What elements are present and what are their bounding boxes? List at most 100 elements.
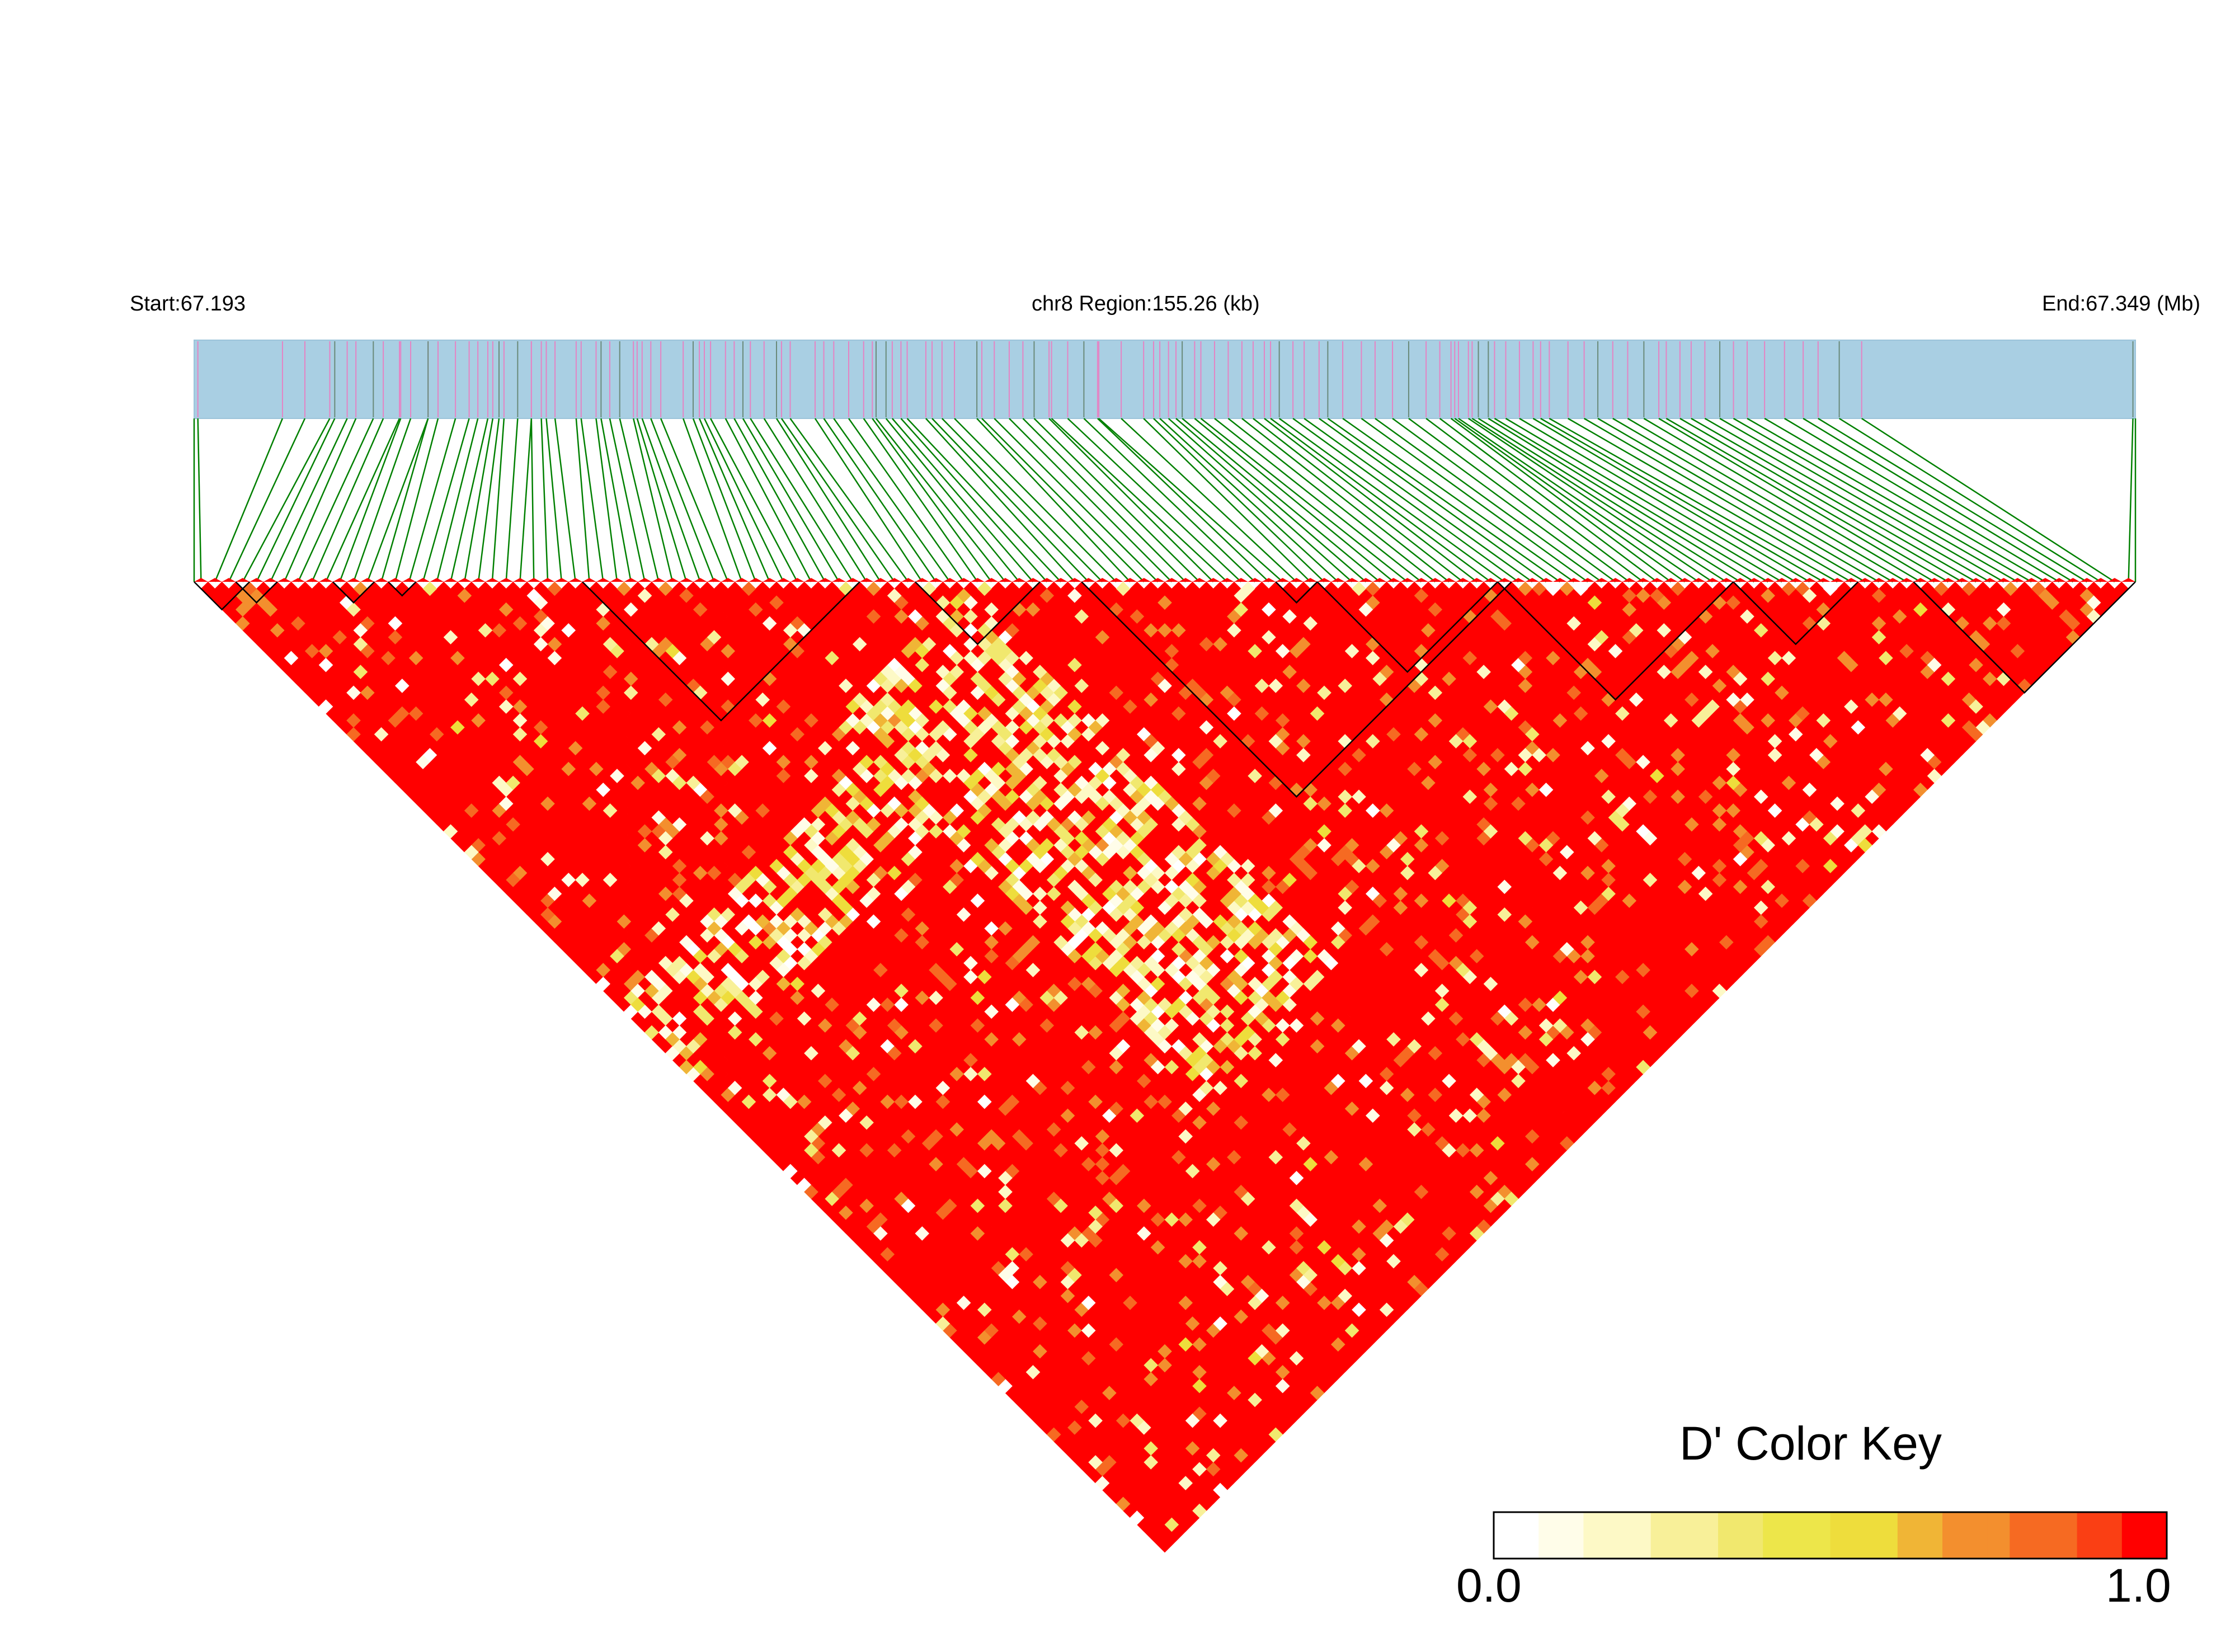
ld-diagonal-cell [804, 578, 818, 582]
ld-diagonal-cell [1775, 578, 1789, 582]
snp-connector [1278, 417, 1505, 583]
color-key-segment [2121, 1512, 2145, 1559]
color-key-segment [1561, 1512, 1584, 1559]
snp-connector [931, 418, 1089, 582]
snp-connector [1691, 417, 1977, 583]
ld-diagonal-cell [1719, 578, 1734, 582]
ld-diagonal-cell [402, 578, 416, 582]
snp-connector [325, 418, 401, 582]
ld-diagonal-cell [250, 578, 264, 582]
color-key-segment [1942, 1512, 1966, 1559]
snp-connector [1519, 417, 1796, 583]
snp-connector [1439, 418, 1658, 582]
snp-connector [519, 418, 533, 582]
snp-connector [780, 418, 895, 582]
ld-diagonal-cell [1331, 578, 1345, 582]
ld-diagonal-cell [1234, 578, 1248, 582]
snp-connector [1048, 418, 1214, 582]
ld-diagonal-cell [1067, 578, 1082, 582]
ld-diagonal-cell [526, 578, 541, 582]
snp-connector [1009, 418, 1173, 582]
snp-connector [733, 418, 826, 582]
snp-connector [366, 418, 429, 582]
color-key-bar [1494, 1512, 2167, 1559]
ld-diagonal-cell [1539, 578, 1553, 582]
ld-diagonal-cell [277, 578, 291, 582]
ld-diagonal-cell [873, 578, 888, 582]
snp-connector [848, 418, 964, 582]
snp-connector [339, 418, 402, 582]
ld-diagonal-cell [1844, 578, 1858, 582]
snp-connector [1679, 417, 1963, 583]
ld-diagonal-cell [2024, 578, 2039, 582]
ld-diagonal-cell [1123, 578, 1137, 582]
snp-connector [692, 418, 756, 582]
snp-connector [814, 418, 923, 582]
ld-diagonal-cell [1372, 578, 1387, 582]
snp-connector [1264, 418, 1478, 582]
ld-diagonal-cell [1872, 578, 1886, 582]
snp-connector [1214, 418, 1422, 582]
snp-connector [1704, 417, 1991, 583]
snp-connector [394, 418, 439, 582]
snp-connector [1319, 417, 1547, 583]
ld-diagonal-cell [1553, 578, 1567, 582]
snp-connector [580, 418, 604, 582]
snp-connector [228, 418, 306, 582]
snp-connector [1200, 418, 1408, 582]
snp-connector [1392, 417, 1616, 583]
snp-connector [1764, 417, 2046, 583]
ld-diagonal-cell [263, 578, 277, 582]
snp-connector [703, 418, 784, 582]
color-key-segment [1987, 1512, 2011, 1559]
snp-connector [698, 418, 770, 582]
ld-diagonal-cell [1733, 578, 1747, 582]
color-key-segment [1516, 1512, 1540, 1559]
ld-diagonal-cell [388, 578, 402, 582]
snp-connector [256, 418, 336, 582]
ld-diagonal-cell [1386, 578, 1401, 582]
ld-diagonal-cell [346, 578, 361, 582]
ld-diagonal-cell [540, 578, 555, 582]
snp-connector [1612, 417, 1893, 583]
snp-connector [1540, 417, 1824, 583]
ld-diagonal-cell [1636, 578, 1650, 582]
ld-diagonal-cell [1053, 578, 1068, 582]
snp-position-connectors [193, 417, 2137, 583]
snp-connector [1803, 417, 2074, 583]
ld-diagonal-cell [1317, 578, 1331, 582]
ld-diagonal-cell [1789, 578, 1803, 582]
snp-connector [545, 418, 563, 582]
snp-connector [875, 418, 1006, 582]
color-key-segment [1875, 1512, 1898, 1559]
snp-connector [1549, 417, 1838, 583]
region-start-label: Start:67.193 [130, 292, 246, 316]
ld-diagonal-cell [374, 578, 388, 582]
snp-connector [823, 418, 937, 582]
snp-connector [554, 418, 576, 582]
ld-diagonal-cell [1885, 578, 1900, 582]
snp-connector [1665, 417, 1949, 583]
ld-diagonal-cell [1109, 578, 1123, 582]
color-key-segment [1740, 1512, 1764, 1559]
ld-diagonal-cell [1442, 578, 1456, 582]
snp-connector [954, 418, 1117, 582]
snp-connector [1454, 417, 1686, 583]
snp-connector [1658, 417, 1935, 583]
snp-connector [1494, 417, 1768, 583]
snp-connector [1083, 418, 1255, 582]
ld-diagonal-cell [513, 578, 527, 582]
ld-diagonal-cell [679, 578, 694, 582]
snp-connector [1270, 417, 1491, 583]
ld-diagonal-cell [1941, 578, 1955, 582]
snp-connector [1153, 418, 1325, 582]
snp-connector [833, 418, 951, 582]
ld-diagonal-cell [360, 578, 375, 582]
snp-connector [1143, 418, 1311, 582]
snp-connector [352, 418, 412, 582]
snp-connector [1733, 417, 2018, 583]
ld-diagonal-cell [554, 578, 569, 582]
snp-connector [1838, 417, 2101, 583]
ld-diagonal-cell [236, 578, 250, 582]
